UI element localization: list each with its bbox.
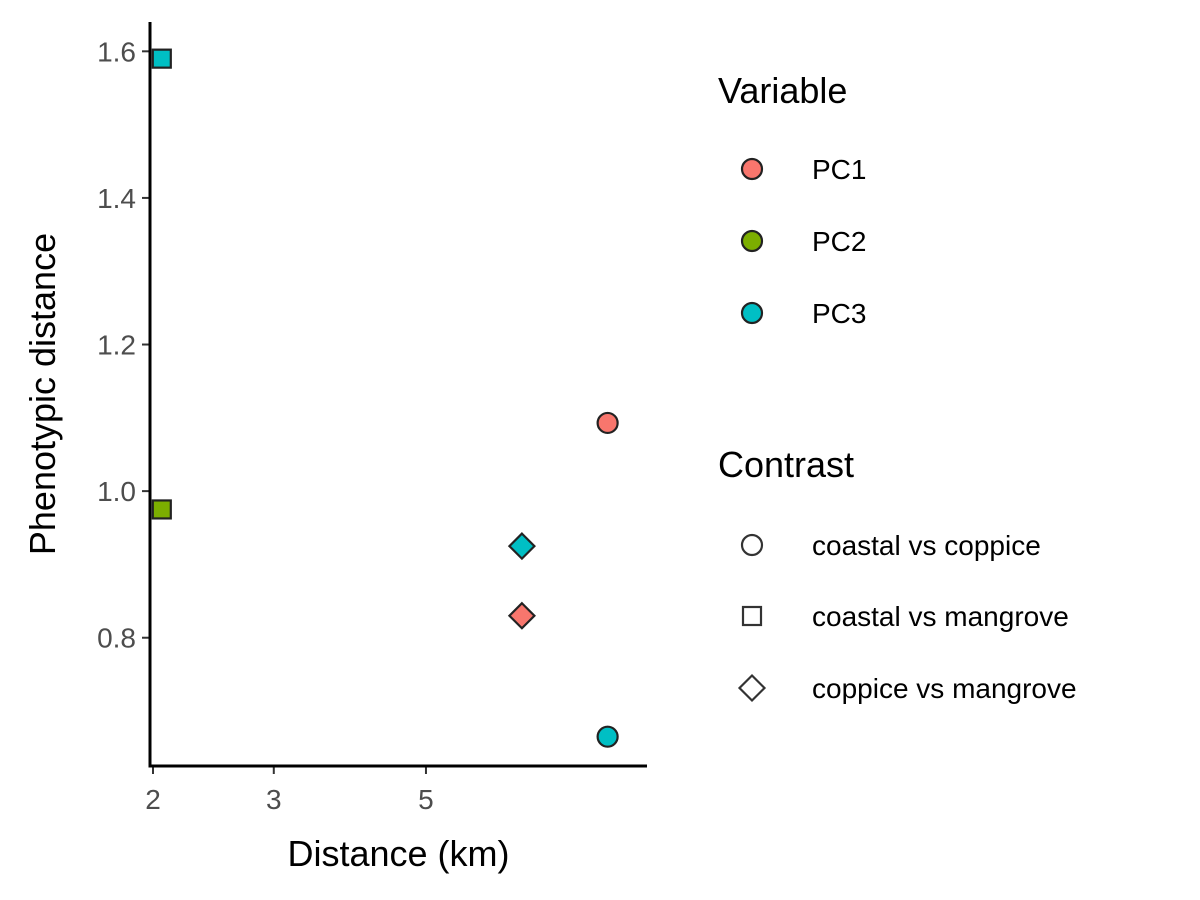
data-point	[596, 411, 619, 435]
x-tick-label: 5	[418, 784, 434, 815]
y-tick-label: 0.8	[97, 623, 136, 654]
x-tick-label: 3	[266, 784, 282, 815]
legend-label: coastal vs coppice	[812, 530, 1041, 561]
legend-key	[740, 229, 764, 253]
x-axis-title: Distance (km)	[287, 833, 509, 874]
legend-key	[740, 157, 764, 181]
legend-key	[741, 605, 763, 627]
y-tick-label: 1.0	[97, 476, 136, 507]
data-points	[151, 48, 619, 748]
legend-key	[740, 533, 764, 557]
legend-label: coastal vs mangrove	[812, 601, 1069, 632]
y-tick-label: 1.2	[97, 330, 136, 361]
data-point	[596, 725, 619, 748]
legend-label: PC1	[812, 154, 866, 185]
y-axis-title: Phenotypic distance	[22, 233, 63, 555]
legend-key	[737, 673, 767, 703]
data-point	[151, 499, 172, 520]
y-axis-ticks: 0.8 1.0 1.2 1.4 1.6	[97, 36, 150, 654]
y-tick-label: 1.4	[97, 183, 136, 214]
legend-title: Contrast	[718, 444, 854, 485]
x-tick-label: 2	[145, 784, 161, 815]
legend-key	[740, 301, 764, 325]
x-axis-ticks: 2 3 5	[145, 766, 434, 815]
legend-label: PC3	[812, 298, 866, 329]
data-point	[507, 532, 536, 561]
y-tick-label: 1.6	[97, 36, 136, 67]
data-point	[151, 48, 172, 69]
legend-label: coppice vs mangrove	[812, 673, 1077, 704]
legend-label: PC2	[812, 226, 866, 257]
data-point	[507, 601, 536, 630]
legend: Variable PC1 PC2 PC3 Contrast coastal vs copp…	[718, 70, 1077, 704]
legend-title: Variable	[718, 70, 847, 111]
